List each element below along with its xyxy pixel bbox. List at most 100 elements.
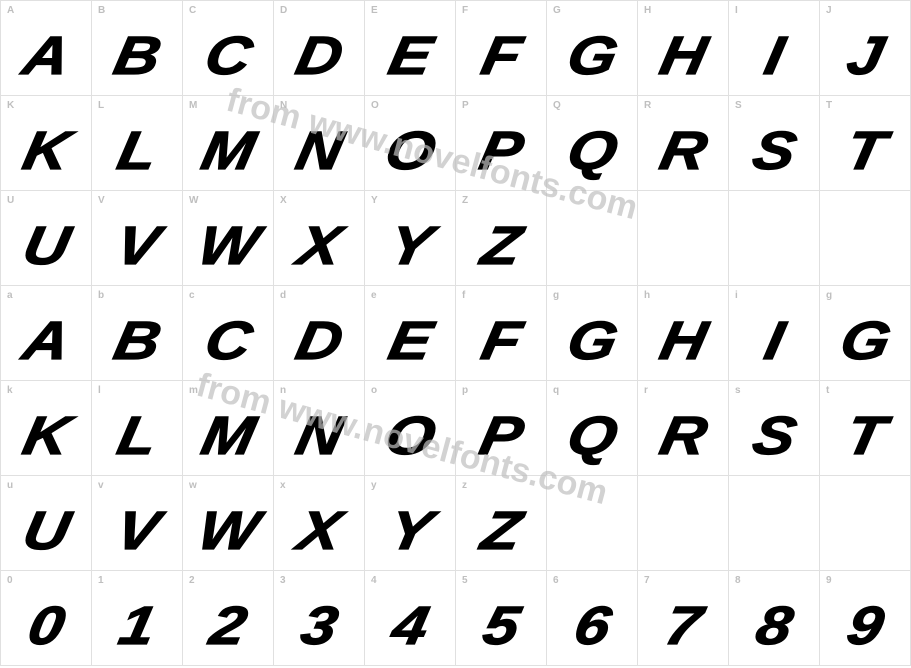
- glyph-cell-label: A: [7, 5, 14, 16]
- glyph-cell-glyph: S: [728, 405, 819, 467]
- glyph-cell-label: m: [189, 385, 198, 396]
- glyph-cell-glyph: 4: [364, 595, 455, 657]
- glyph-cell-glyph: 5: [455, 595, 546, 657]
- glyph-cell-glyph: H: [637, 310, 728, 372]
- glyph-cell-label: Q: [553, 100, 561, 111]
- glyph-cell-label: N: [280, 100, 287, 111]
- glyph-cell: bB: [91, 285, 182, 380]
- glyph-cell-glyph: H: [637, 25, 728, 87]
- glyph-cell-glyph: A: [0, 25, 91, 87]
- glyph-cell-label: L: [98, 100, 104, 111]
- glyph-cell: gG: [546, 285, 637, 380]
- glyph-cell: LL: [91, 95, 182, 190]
- glyph-cell-glyph: W: [182, 500, 273, 562]
- glyph-cell-label: R: [644, 100, 651, 111]
- glyph-cell-label: C: [189, 5, 196, 16]
- font-character-map-grid: AABBCCDDEEFFGGHHIIJJKKLLMMNNOOPPQQRRSSTT…: [0, 0, 911, 666]
- glyph-cell-glyph: V: [91, 500, 182, 562]
- glyph-cell-glyph: Y: [364, 500, 455, 562]
- glyph-cell-label: D: [280, 5, 287, 16]
- glyph-cell-glyph: I: [728, 310, 819, 372]
- glyph-cell: xX: [273, 475, 364, 570]
- glyph-cell-glyph: P: [455, 405, 546, 467]
- glyph-cell-glyph: R: [637, 405, 728, 467]
- glyph-cell-glyph: G: [819, 310, 910, 372]
- glyph-cell: 77: [637, 570, 728, 665]
- glyph-cell-label: q: [553, 385, 559, 396]
- glyph-cell-glyph: D: [273, 25, 364, 87]
- glyph-cell-glyph: M: [182, 405, 273, 467]
- glyph-cell: QQ: [546, 95, 637, 190]
- glyph-cell-label: l: [98, 385, 101, 396]
- glyph-cell-label: 7: [644, 575, 650, 586]
- glyph-cell-glyph: M: [182, 120, 273, 182]
- glyph-cell-label: 3: [280, 575, 286, 586]
- glyph-cell-glyph: C: [182, 25, 273, 87]
- glyph-cell-glyph: K: [0, 405, 91, 467]
- glyph-cell-glyph: N: [273, 120, 364, 182]
- glyph-cell-label: a: [7, 290, 13, 301]
- glyph-cell-label: t: [826, 385, 829, 396]
- glyph-cell: II: [728, 0, 819, 95]
- glyph-cell-label: 0: [7, 575, 13, 586]
- glyph-cell: CC: [182, 0, 273, 95]
- glyph-cell-glyph: Y: [364, 215, 455, 277]
- glyph-cell: lL: [91, 380, 182, 475]
- glyph-cell-glyph: I: [728, 25, 819, 87]
- glyph-cell: 44: [364, 570, 455, 665]
- glyph-cell-label: e: [371, 290, 377, 301]
- glyph-cell-label: Z: [462, 195, 468, 206]
- glyph-cell: BB: [91, 0, 182, 95]
- glyph-cell-glyph: F: [455, 310, 546, 372]
- glyph-cell-glyph: 3: [273, 595, 364, 657]
- glyph-cell: UU: [0, 190, 91, 285]
- glyph-cell: gG: [819, 285, 910, 380]
- glyph-cell: 11: [91, 570, 182, 665]
- glyph-cell: WW: [182, 190, 273, 285]
- glyph-cell-label: B: [98, 5, 105, 16]
- glyph-cell-glyph: P: [455, 120, 546, 182]
- glyph-cell-glyph: T: [819, 120, 910, 182]
- glyph-cell-glyph: R: [637, 120, 728, 182]
- glyph-cell-label: g: [826, 290, 832, 301]
- glyph-cell-glyph: S: [728, 120, 819, 182]
- glyph-cell-glyph: V: [91, 215, 182, 277]
- glyph-cell: cC: [182, 285, 273, 380]
- glyph-cell-glyph: G: [546, 25, 637, 87]
- glyph-cell: qQ: [546, 380, 637, 475]
- glyph-cell-label: U: [7, 195, 14, 206]
- glyph-cell: JJ: [819, 0, 910, 95]
- glyph-cell-label: 5: [462, 575, 468, 586]
- glyph-cell-glyph: E: [364, 25, 455, 87]
- glyph-cell: hH: [637, 285, 728, 380]
- glyph-cell-glyph: C: [182, 310, 273, 372]
- glyph-cell: HH: [637, 0, 728, 95]
- glyph-cell-label: b: [98, 290, 104, 301]
- glyph-cell: DD: [273, 0, 364, 95]
- glyph-cell: FF: [455, 0, 546, 95]
- glyph-cell: zZ: [455, 475, 546, 570]
- glyph-cell-glyph: B: [91, 25, 182, 87]
- glyph-cell: YY: [364, 190, 455, 285]
- glyph-cell-glyph: U: [0, 215, 91, 277]
- glyph-cell-glyph: Z: [455, 500, 546, 562]
- glyph-cell: [819, 475, 910, 570]
- glyph-cell: OO: [364, 95, 455, 190]
- glyph-cell: fF: [455, 285, 546, 380]
- glyph-cell-label: P: [462, 100, 469, 111]
- glyph-cell: rR: [637, 380, 728, 475]
- glyph-cell: 55: [455, 570, 546, 665]
- glyph-cell-label: o: [371, 385, 377, 396]
- glyph-cell-glyph: O: [364, 120, 455, 182]
- glyph-cell-label: i: [735, 290, 738, 301]
- glyph-cell: EE: [364, 0, 455, 95]
- glyph-cell-label: V: [98, 195, 105, 206]
- glyph-cell-glyph: Q: [546, 120, 637, 182]
- glyph-cell: SS: [728, 95, 819, 190]
- glyph-cell-glyph: 1: [91, 595, 182, 657]
- glyph-cell-label: z: [462, 480, 467, 491]
- glyph-cell-label: 6: [553, 575, 559, 586]
- glyph-cell-label: r: [644, 385, 648, 396]
- glyph-cell-glyph: B: [91, 310, 182, 372]
- glyph-cell: MM: [182, 95, 273, 190]
